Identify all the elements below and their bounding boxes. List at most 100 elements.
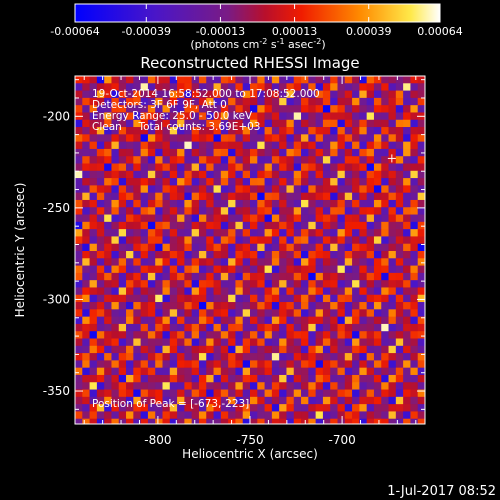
heatmap-cell [315, 360, 324, 369]
heatmap-cell [344, 280, 353, 288]
heatmap-cell [403, 294, 411, 303]
heatmap-cell [169, 141, 178, 150]
heatmap-cell [235, 338, 244, 347]
heatmap-cell [286, 112, 295, 121]
heatmap-cell [286, 236, 295, 245]
heatmap-cell [366, 221, 375, 230]
heatmap-cell [301, 214, 309, 223]
heatmap-cell [293, 156, 302, 164]
heatmap-cell [410, 207, 419, 215]
heatmap-cell [301, 272, 309, 281]
heatmap-cell [322, 374, 331, 383]
heatmap-cell [198, 367, 207, 376]
heatmap-cell [89, 389, 98, 398]
heatmap-cell [228, 192, 236, 201]
heatmap-cell [271, 134, 280, 143]
heatmap-cell [271, 170, 280, 179]
x-tick-label: -800 [144, 433, 171, 447]
heatmap-cell [206, 97, 214, 106]
heatmap-cell [388, 76, 397, 84]
heatmap-cell [344, 382, 353, 390]
heatmap-cell [184, 251, 193, 259]
heatmap-cell [308, 134, 317, 143]
heatmap-cell [308, 251, 317, 259]
heatmap-cell [177, 127, 185, 135]
heatmap-cell [147, 367, 156, 376]
heatmap-cell [140, 316, 149, 325]
heatmap-cell [162, 105, 171, 113]
heatmap-cell [403, 192, 411, 201]
heatmap-cell [279, 404, 287, 412]
heatmap-cell [381, 396, 389, 405]
heatmap-cell [162, 199, 171, 208]
heatmap-cell [206, 105, 214, 113]
heatmap-cell [264, 83, 273, 91]
heatmap-cell [147, 76, 156, 84]
heatmap-cell [242, 148, 251, 157]
heatmap-cell [286, 258, 295, 266]
heatmap-cell [257, 112, 265, 121]
heatmap-cell [118, 112, 127, 121]
heatmap-cell [89, 367, 98, 376]
heatmap-cell [140, 280, 149, 288]
heatmap-cell [147, 236, 156, 245]
heatmap-cell [82, 280, 90, 288]
heatmap-cell [366, 302, 375, 310]
heatmap-cell [89, 134, 98, 143]
heatmap-cell [133, 353, 142, 361]
heatmap-cell [155, 338, 163, 347]
heatmap-cell [118, 258, 127, 266]
heatmap-cell [126, 258, 134, 266]
heatmap-cell [403, 97, 411, 106]
heatmap-cell [220, 374, 229, 383]
heatmap-cell [82, 389, 90, 398]
heatmap-cell [75, 199, 83, 208]
chart-title: Reconstructed RHESSI Image [140, 54, 359, 72]
heatmap-cell [381, 105, 389, 113]
heatmap-cell [198, 331, 207, 339]
heatmap-cell [155, 331, 163, 339]
heatmap-cell [403, 105, 411, 113]
heatmap-cell [388, 185, 397, 194]
heatmap-cell [410, 374, 419, 383]
heatmap-cell [322, 76, 331, 84]
heatmap-cell [337, 83, 346, 91]
heatmap-cell [82, 105, 90, 113]
heatmap-cell [279, 76, 287, 84]
heatmap-cell [279, 396, 287, 405]
heatmap-cell [388, 170, 397, 179]
heatmap-cell [381, 236, 389, 245]
heatmap-cell [337, 141, 346, 150]
heatmap-cell [315, 374, 324, 383]
heatmap-cell [169, 243, 178, 252]
heatmap-cell [155, 178, 163, 186]
heatmap-cell [264, 316, 273, 325]
heatmap-cell [235, 367, 244, 376]
heatmap-cell [410, 97, 419, 106]
heatmap-cell [359, 199, 368, 208]
heatmap-cell [344, 258, 353, 266]
heatmap-cell [155, 251, 163, 259]
heatmap-cell [228, 207, 236, 215]
heatmap-cell [220, 309, 229, 318]
heatmap-cell [395, 331, 404, 339]
heatmap-cell [242, 389, 251, 398]
heatmap-cell [133, 396, 142, 405]
heatmap-cell [220, 148, 229, 157]
heatmap-cell [373, 127, 382, 135]
heatmap-cell [96, 156, 105, 164]
annotation-time-range: 19-Oct-2014 16:58:52.000 to 17:08:52.000 [92, 88, 320, 100]
y-tick-label: -250 [43, 201, 70, 215]
heatmap-cell [293, 90, 302, 99]
heatmap-cell [242, 112, 251, 121]
heatmap-cell [264, 156, 273, 164]
heatmap-cell [177, 287, 185, 296]
heatmap-cell [220, 404, 229, 412]
heatmap-cell [198, 178, 207, 186]
heatmap-cell [308, 178, 317, 186]
heatmap-cell [213, 243, 222, 252]
heatmap-cell [315, 258, 324, 266]
heatmap-cell [140, 353, 149, 361]
heatmap-cell [220, 316, 229, 325]
heatmap-cell [344, 251, 353, 259]
